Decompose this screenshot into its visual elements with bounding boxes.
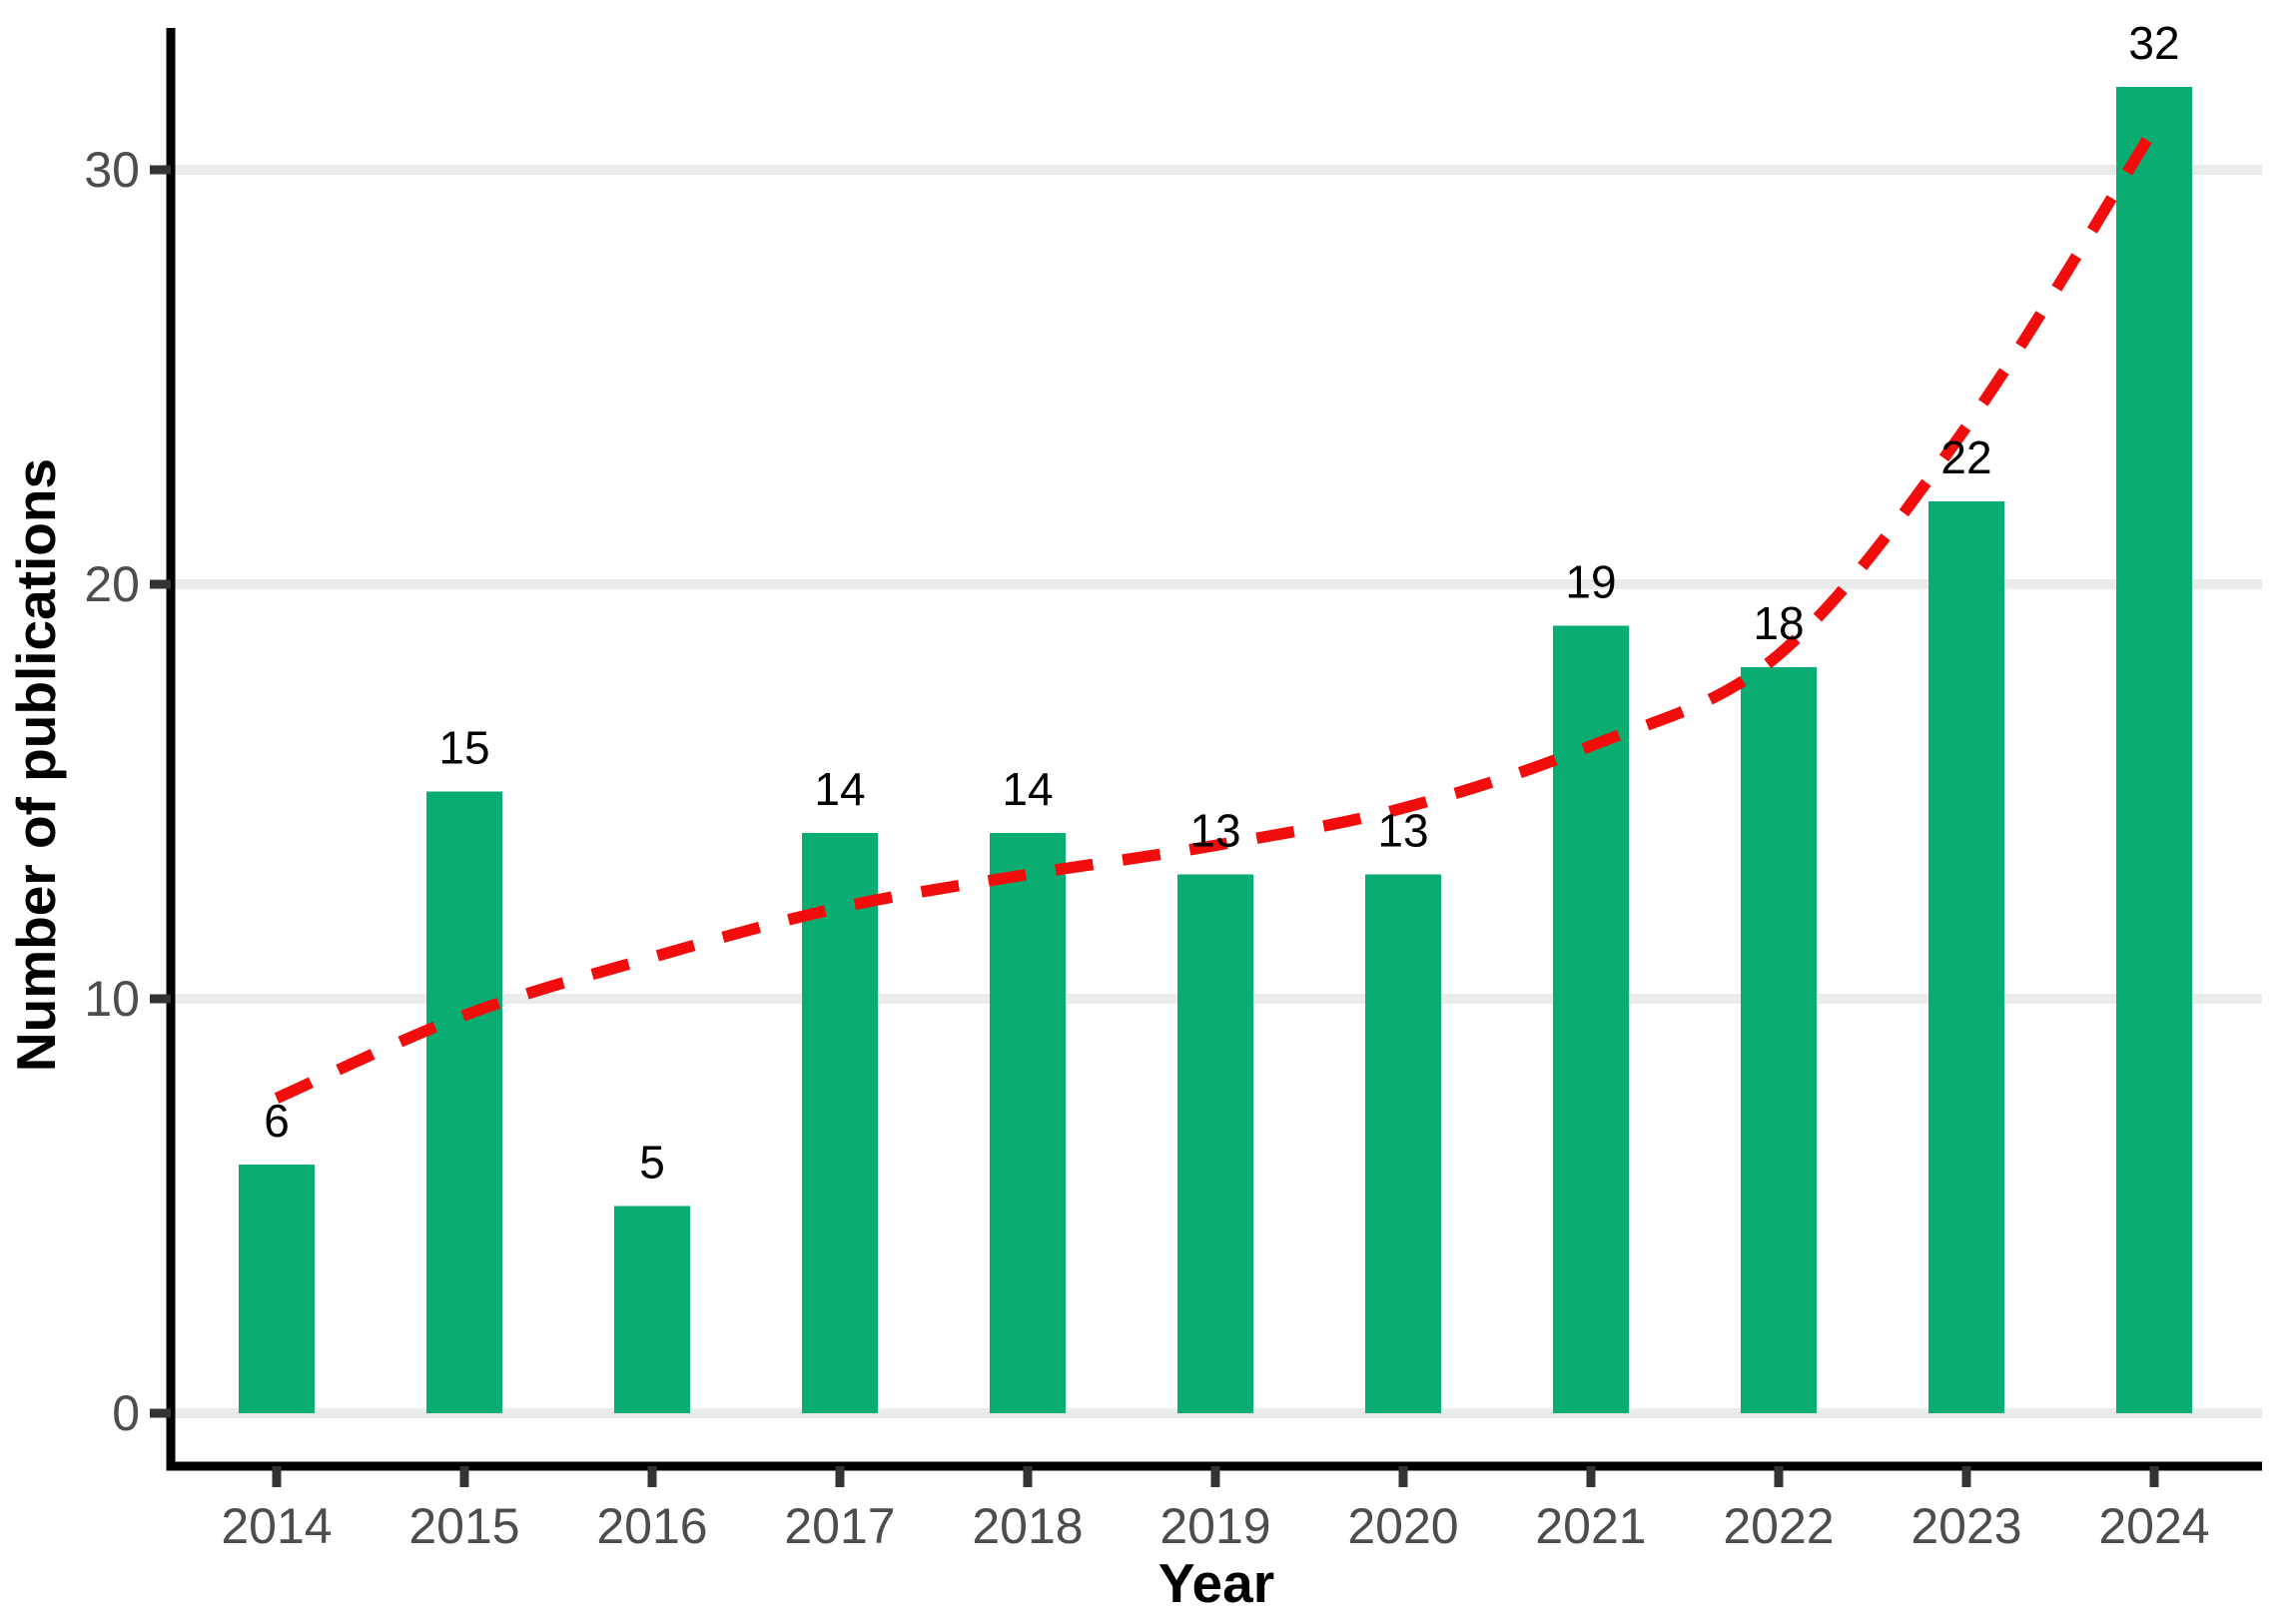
bar-label-layer: 6 15 5 14 14 13 13 19 18 22 32	[264, 17, 2179, 1189]
x-tick-label: 2014	[221, 1498, 332, 1554]
bar-value-label: 14	[1002, 763, 1053, 815]
y-tick-label: 30	[84, 142, 140, 198]
bar	[239, 1165, 315, 1413]
x-tick-label: 2019	[1159, 1498, 1270, 1554]
x-tick-label: 2017	[784, 1498, 895, 1554]
bar	[1928, 501, 2004, 1413]
bar-value-label: 22	[1940, 431, 1991, 483]
bar-value-label: 13	[1377, 805, 1428, 857]
x-tick-label: 2024	[2098, 1498, 2209, 1554]
bar	[802, 833, 878, 1413]
axis-layer: 0 10 20 30 2014 2015 2016 2017 2018 2019 2020 2021 2…	[84, 28, 2262, 1554]
bar	[426, 791, 502, 1413]
bar	[1553, 625, 1629, 1413]
x-tick-label: 2018	[972, 1498, 1083, 1554]
x-axis-title: Year	[1158, 1552, 1274, 1614]
bar-layer	[239, 87, 2192, 1413]
y-tick-label: 20	[84, 556, 140, 612]
bar	[1741, 667, 1817, 1413]
bar	[2116, 87, 2192, 1413]
bar-value-label: 6	[264, 1095, 290, 1147]
trend-line	[274, 125, 2159, 1104]
bar	[1365, 874, 1441, 1413]
trend-layer	[274, 125, 2159, 1104]
x-tick-label: 2022	[1723, 1498, 1834, 1554]
bar-value-label: 32	[2128, 17, 2179, 69]
y-tick-label: 0	[112, 1385, 140, 1441]
bar-value-label: 14	[814, 763, 865, 815]
y-tick-label: 10	[84, 971, 140, 1027]
x-tick-label: 2020	[1347, 1498, 1458, 1554]
bar-value-label: 5	[639, 1137, 665, 1189]
y-axis-title: Number of publications	[5, 458, 67, 1072]
x-tick-label: 2016	[596, 1498, 707, 1554]
bar	[1177, 874, 1253, 1413]
bar-value-label: 13	[1189, 805, 1240, 857]
x-tick-label: 2023	[1911, 1498, 2021, 1554]
bar	[614, 1206, 690, 1413]
bar-value-label: 19	[1565, 556, 1616, 608]
x-tick-label: 2015	[408, 1498, 519, 1554]
x-tick-label: 2021	[1535, 1498, 1646, 1554]
bar-value-label: 15	[438, 722, 489, 774]
bar-value-label: 18	[1753, 597, 1804, 649]
bar	[990, 833, 1066, 1413]
